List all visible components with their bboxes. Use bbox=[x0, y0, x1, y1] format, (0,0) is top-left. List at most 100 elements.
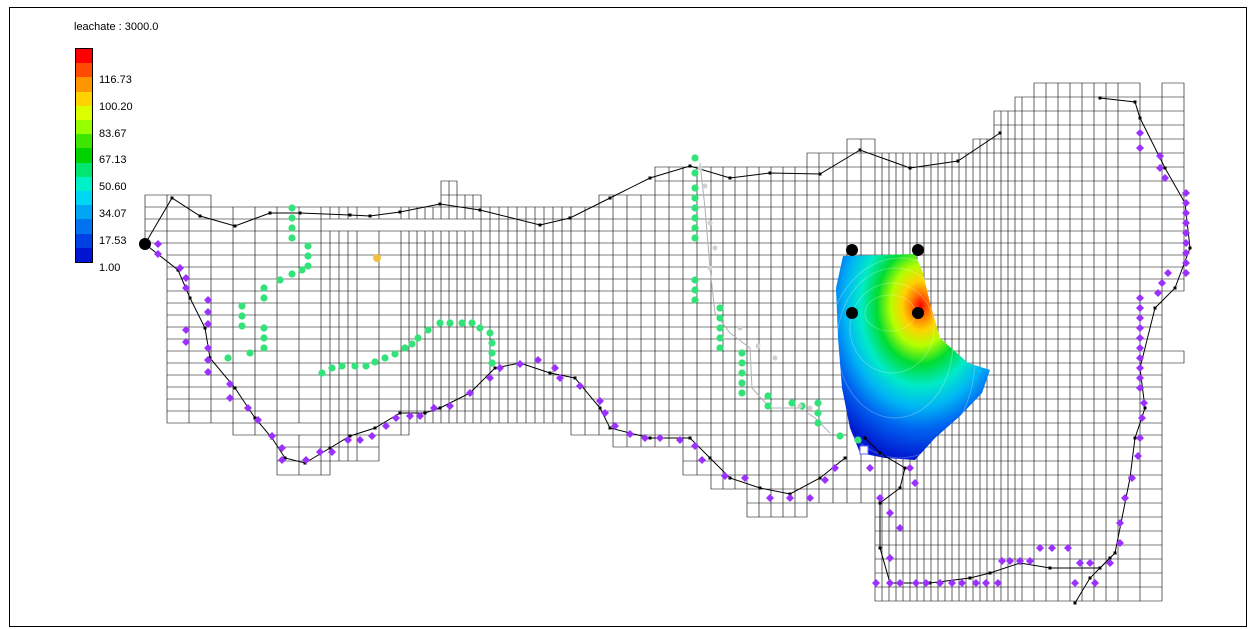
stream-cell-marker bbox=[488, 349, 496, 357]
boundary-cell-marker bbox=[1106, 559, 1114, 567]
boundary-cell-marker bbox=[268, 432, 276, 440]
line-vertex bbox=[878, 451, 882, 455]
stream-vertex bbox=[697, 165, 703, 171]
boundary-cell-marker bbox=[1136, 144, 1144, 152]
boundary-cell-marker bbox=[698, 456, 706, 464]
stream-cell-marker bbox=[716, 344, 724, 352]
stream-vertex bbox=[807, 405, 813, 411]
map-viewport[interactable]: leachate : 3000.0 116.73 100.20 83.67 67.13… bbox=[9, 7, 1247, 627]
line-vertex bbox=[1133, 436, 1137, 440]
line-vertex bbox=[708, 456, 712, 460]
boundary-cell-marker bbox=[886, 554, 894, 562]
stream-vertex bbox=[797, 403, 803, 409]
boundary-cell-marker bbox=[886, 509, 894, 517]
boundary-cell-marker bbox=[176, 264, 184, 272]
boundary-cell-marker bbox=[204, 344, 212, 352]
well-marker[interactable] bbox=[912, 244, 924, 256]
boundary-cell-marker bbox=[1076, 559, 1084, 567]
legend-tick-label: 34.07 bbox=[99, 208, 127, 220]
line-vertex bbox=[1098, 96, 1102, 100]
boundary-cell-marker bbox=[1116, 519, 1124, 527]
boundary-cell-marker bbox=[1136, 304, 1144, 312]
line-vertex bbox=[1163, 166, 1167, 170]
boundary-cell-marker bbox=[948, 579, 956, 587]
stream-cell-marker bbox=[691, 224, 699, 232]
line-vertex bbox=[198, 214, 202, 218]
stream-cell-marker bbox=[764, 392, 772, 400]
model-grid-canvas[interactable] bbox=[10, 8, 1247, 627]
line-vertex bbox=[1143, 406, 1147, 410]
boundary-cell-marker bbox=[154, 240, 162, 248]
line-vertex bbox=[898, 486, 902, 490]
selected-cell-marker[interactable] bbox=[859, 445, 869, 455]
stream-cell-marker bbox=[304, 252, 312, 260]
line-vertex bbox=[648, 436, 652, 440]
boundary-line bbox=[1074, 97, 1191, 604]
boundary-cell-marker bbox=[691, 442, 699, 450]
line-vertex bbox=[878, 501, 882, 505]
boundary-cell-marker bbox=[204, 308, 212, 316]
line-vertex bbox=[478, 208, 482, 212]
boundary-cell-marker bbox=[1136, 374, 1144, 382]
well-marker[interactable] bbox=[846, 307, 858, 319]
stream-cell-marker bbox=[304, 262, 312, 270]
boundary-cell-marker bbox=[1064, 544, 1072, 552]
line-vertex bbox=[170, 196, 174, 200]
boundary-cell-marker bbox=[1036, 544, 1044, 552]
line-vertex bbox=[203, 326, 207, 330]
boundary-cell-marker bbox=[912, 579, 920, 587]
well-marker[interactable] bbox=[846, 244, 858, 256]
boundary-cell-marker bbox=[344, 436, 352, 444]
boundary-cell-marker bbox=[1138, 414, 1146, 422]
line-vertex bbox=[568, 216, 572, 220]
boundary-cell-marker bbox=[1136, 129, 1144, 137]
stream-cell-marker bbox=[738, 379, 746, 387]
stream-vertex bbox=[707, 265, 713, 271]
boundary-cell-marker bbox=[278, 444, 286, 452]
boundary-cell-marker bbox=[922, 579, 930, 587]
line-vertex bbox=[1098, 566, 1102, 570]
line-vertex bbox=[253, 416, 257, 420]
boundary-cell-marker bbox=[182, 326, 190, 334]
stream-cell-marker bbox=[738, 369, 746, 377]
line-vertex bbox=[858, 148, 862, 152]
boundary-cell-marker bbox=[556, 374, 564, 382]
line-vertex bbox=[188, 296, 192, 300]
line-vertex bbox=[573, 376, 577, 380]
line-vertex bbox=[1138, 116, 1142, 120]
legend-color-band bbox=[76, 134, 92, 149]
line-vertex bbox=[348, 213, 352, 217]
boundary-cell-marker bbox=[1182, 199, 1190, 207]
boundary-cell-marker bbox=[1116, 539, 1124, 547]
line-vertex bbox=[843, 456, 847, 460]
boundary-cell-marker bbox=[886, 579, 894, 587]
line-vertex bbox=[1108, 556, 1112, 560]
boundary-cell-marker bbox=[278, 456, 286, 464]
legend-color-band bbox=[76, 247, 92, 263]
boundary-cell-marker bbox=[1156, 164, 1164, 172]
boundary-cell-marker bbox=[831, 464, 839, 472]
line-vertex bbox=[233, 224, 237, 228]
line-vertex bbox=[1173, 286, 1177, 290]
stream-cell-marker bbox=[691, 214, 699, 222]
line-vertex bbox=[863, 436, 867, 440]
boundary-cell-marker bbox=[204, 320, 212, 328]
line-vertex bbox=[818, 476, 822, 480]
boundary-cell-marker bbox=[1134, 452, 1142, 460]
line-vertex bbox=[438, 406, 442, 410]
boundary-cell-marker bbox=[392, 414, 400, 422]
line-vertex bbox=[988, 571, 992, 575]
boundary-cell-marker bbox=[302, 456, 310, 464]
line-vertex bbox=[1188, 246, 1192, 250]
boundary-cell-marker bbox=[626, 430, 634, 438]
stream-cell-marker bbox=[691, 194, 699, 202]
stream-cell-marker bbox=[260, 294, 268, 302]
boundary-cell-marker bbox=[1182, 219, 1190, 227]
boundary-cell-marker bbox=[204, 368, 212, 376]
legend-tick-label: 100.20 bbox=[99, 100, 133, 113]
stream-cell-marker bbox=[381, 354, 389, 362]
boundary-cell-marker bbox=[1091, 579, 1099, 587]
well-marker[interactable] bbox=[139, 238, 151, 250]
well-marker[interactable] bbox=[912, 307, 924, 319]
stream-cell-marker bbox=[691, 204, 699, 212]
